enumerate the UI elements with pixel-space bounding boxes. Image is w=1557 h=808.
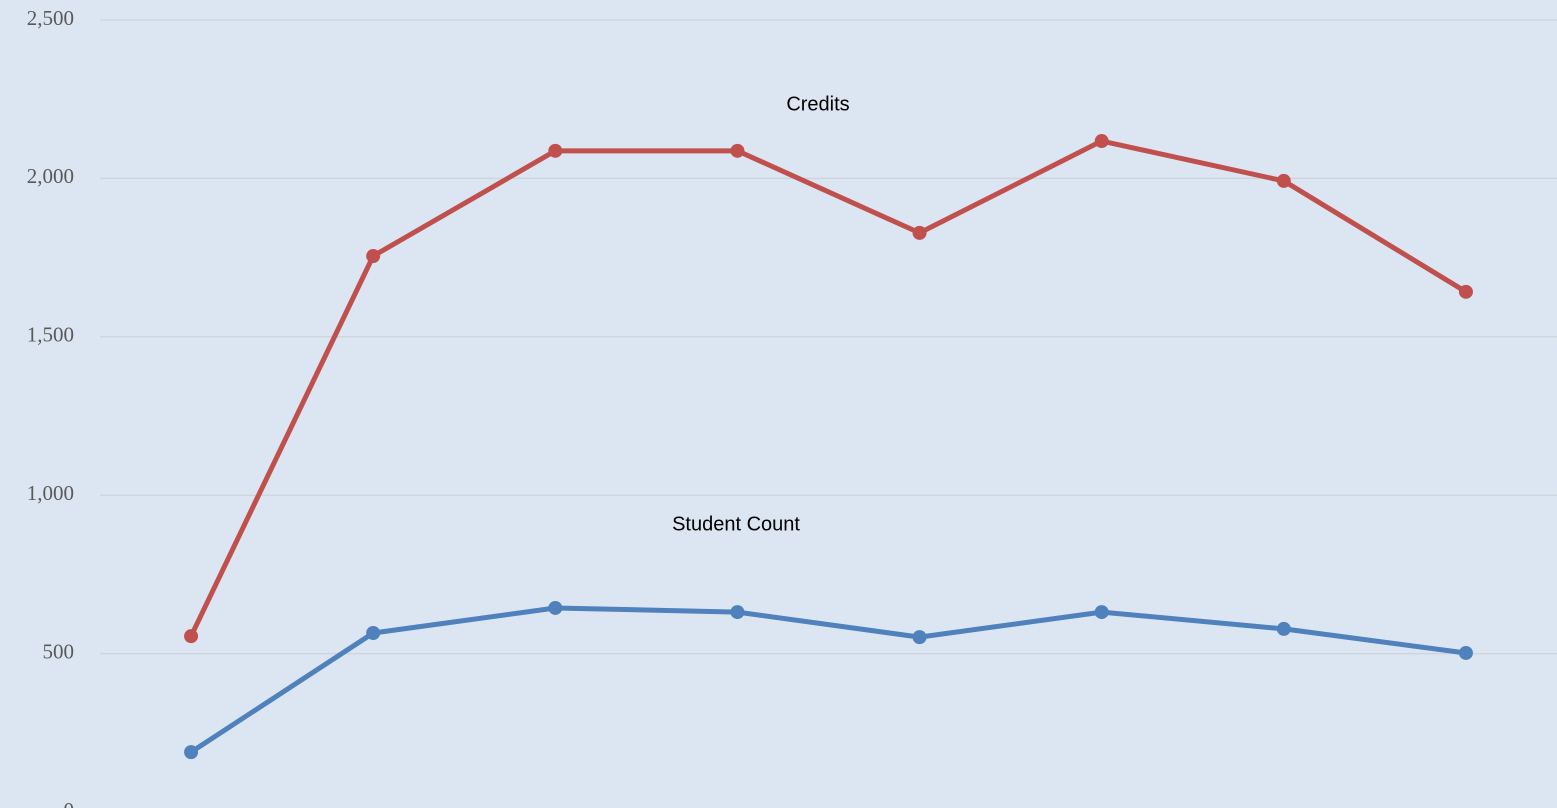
data-point (730, 605, 745, 620)
data-point (1458, 284, 1473, 299)
data-point (1458, 645, 1473, 660)
data-point (366, 626, 381, 641)
data-point (548, 143, 563, 158)
series-label: Student Count (672, 513, 800, 535)
series-line (189, 605, 1467, 755)
data-point (184, 629, 199, 644)
data-point (1276, 173, 1291, 188)
y-tick-label: 0 (64, 798, 75, 808)
y-tick-label: 2,000 (27, 164, 74, 188)
data-point (1276, 621, 1291, 636)
data-point (1094, 134, 1109, 149)
y-tick-label: 1,500 (27, 323, 74, 347)
data-point (548, 600, 563, 615)
data-point (730, 143, 745, 158)
data-point (912, 225, 927, 240)
y-tick-label: 2,500 (27, 6, 74, 30)
series-line (188, 138, 1468, 638)
series-label: Credits (786, 93, 849, 115)
data-point (184, 745, 199, 760)
data-point (1094, 605, 1109, 620)
data-point (912, 630, 927, 645)
y-tick-label: 500 (43, 639, 75, 663)
y-tick-label: 1,000 (27, 481, 74, 505)
data-point (366, 249, 381, 264)
